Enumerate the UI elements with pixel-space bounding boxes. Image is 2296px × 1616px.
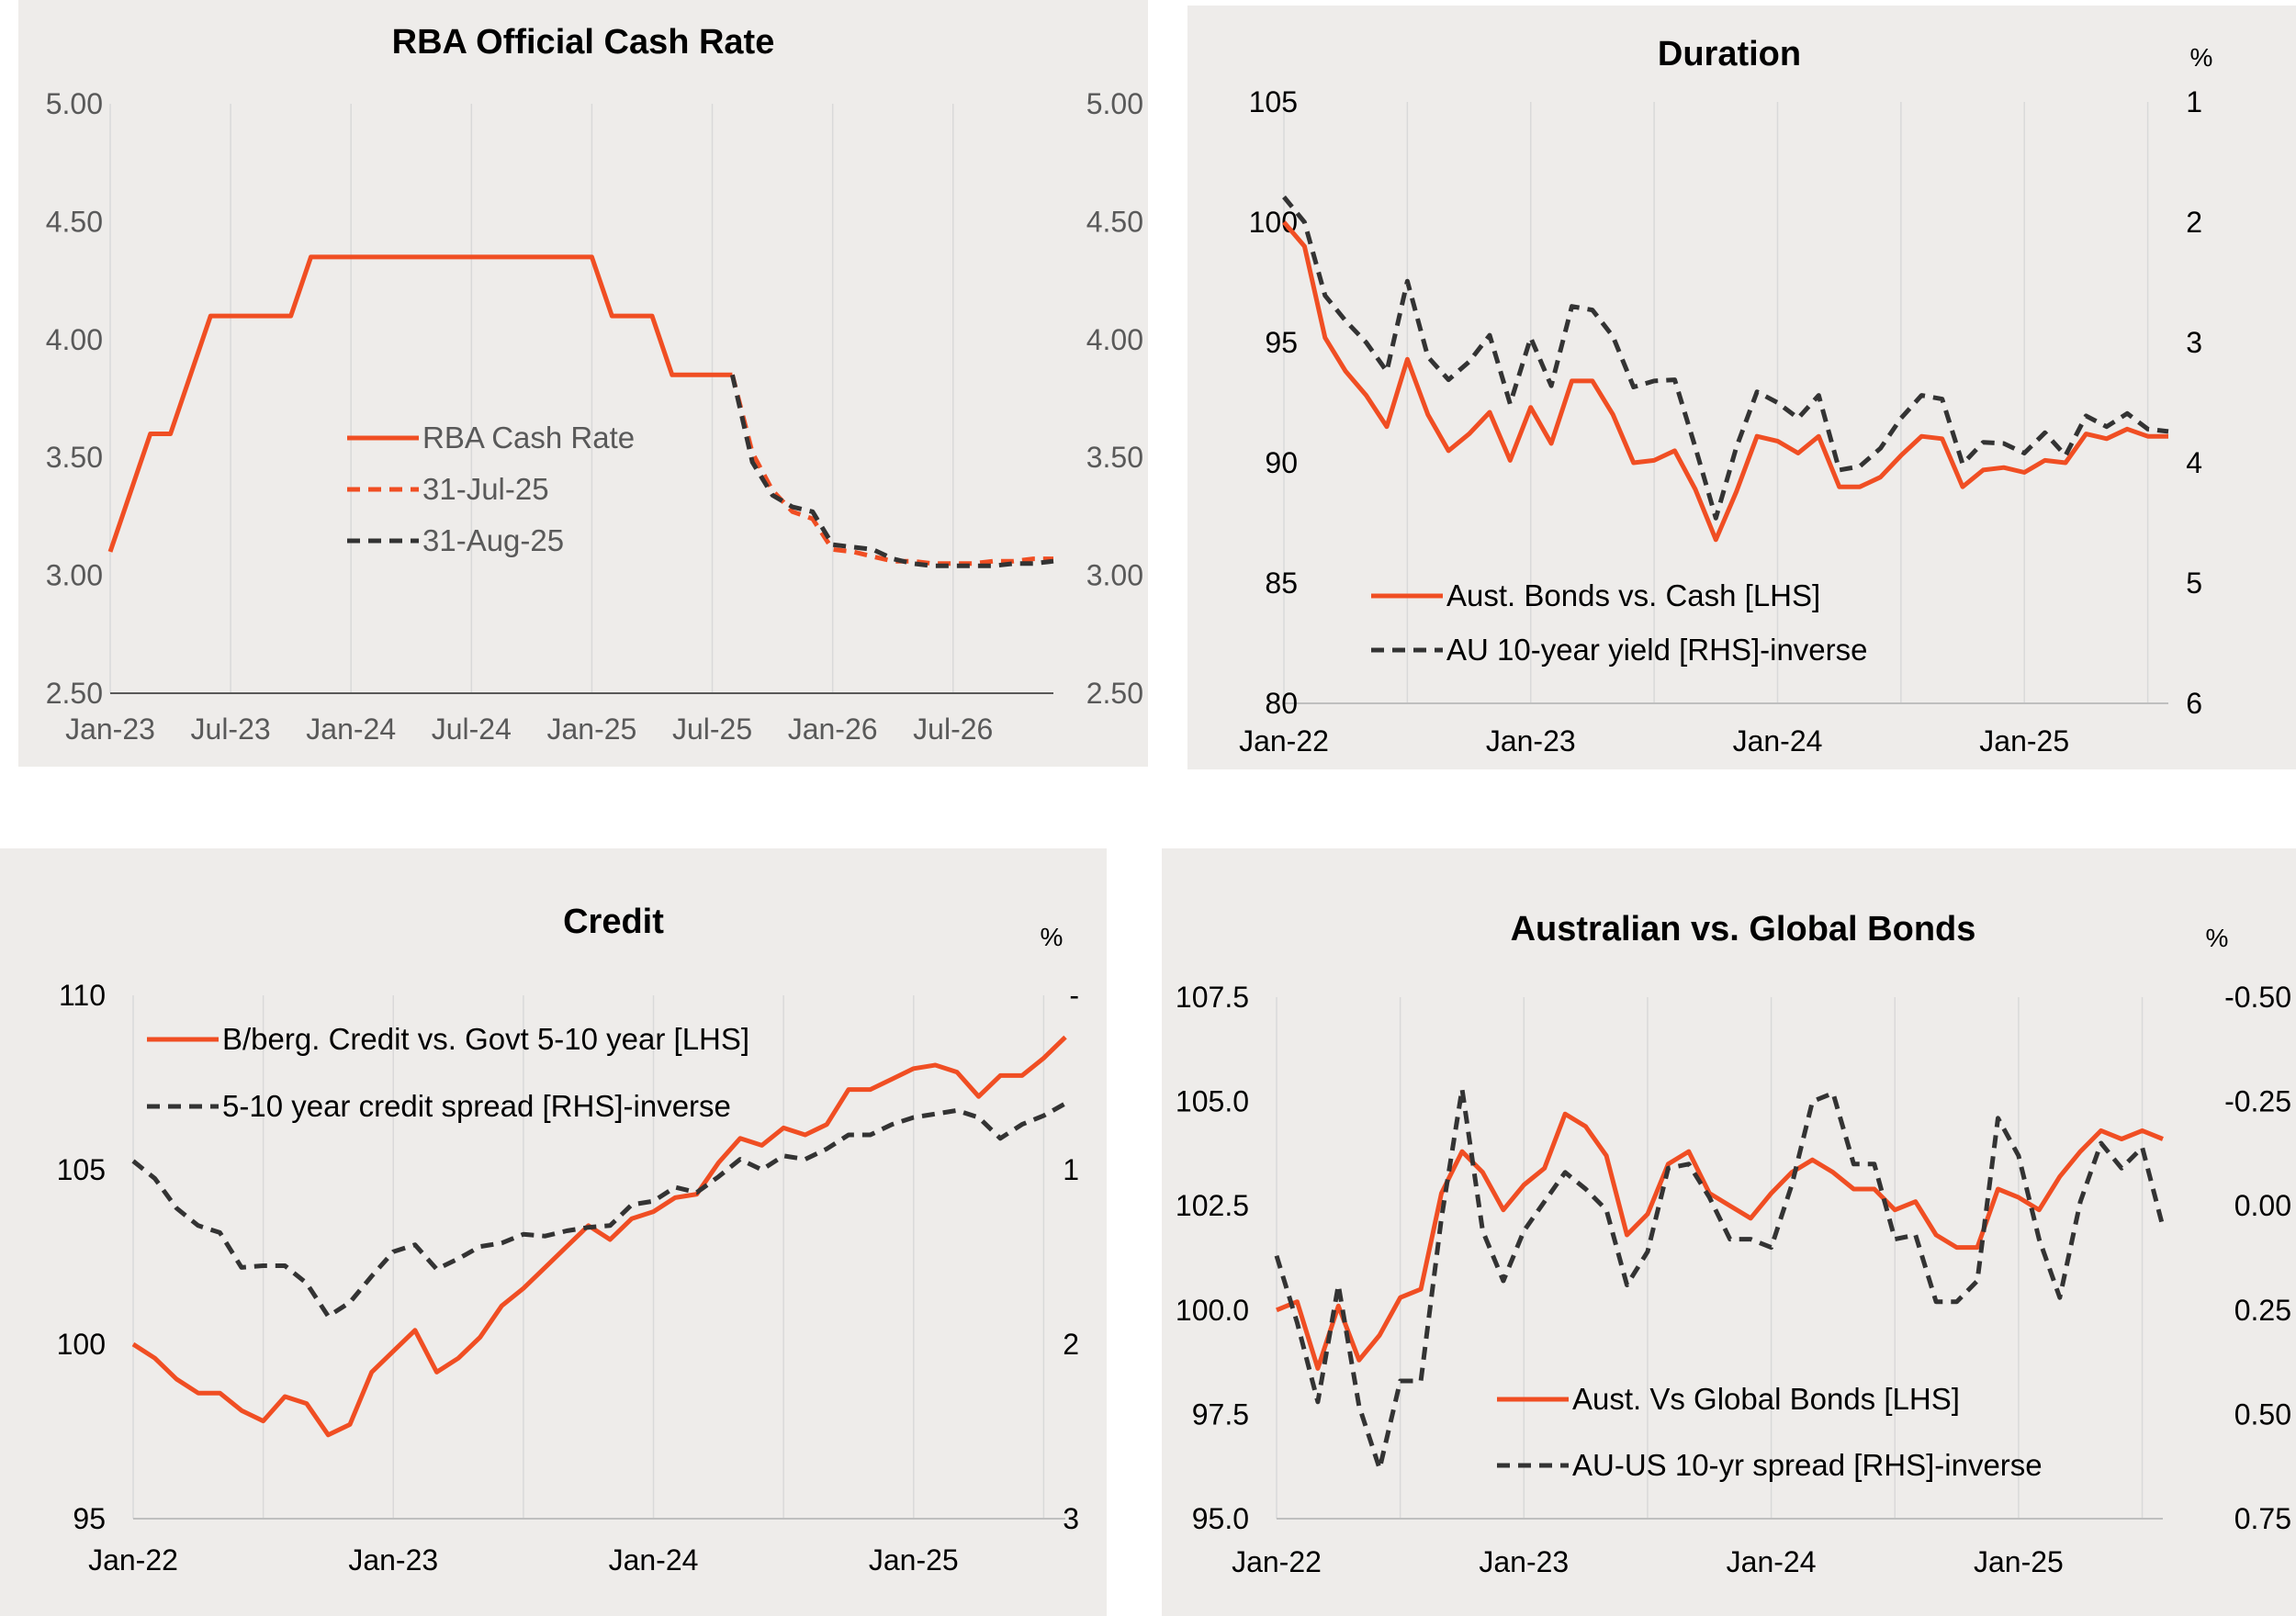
cash-rate-chart: RBA Official Cash Rate 5.00 4.50 4.00 3.50 3… (46, 23, 1143, 746)
x-axis-tick-label: Jan-25 (547, 713, 637, 746)
x-axis-tick-label: Jul-26 (913, 713, 993, 746)
legend-label: 5-10 year credit spread [RHS]-inverse (222, 1089, 731, 1123)
chart-title: Australian vs. Global Bonds (1511, 910, 1976, 948)
left-axis-tick-label: 4.00 (46, 323, 103, 356)
right-axis-tick-label: 0.50 (2234, 1397, 2291, 1431)
legend-label: Aust. Vs Global Bonds [LHS] (1572, 1382, 1960, 1416)
left-axis-tick-label: 107.5 (1176, 981, 1249, 1014)
right-axis-tick-label: 3 (2186, 326, 2202, 359)
x-axis-tick-label: Jan-25 (1979, 724, 2069, 758)
x-axis-tick-label: Jan-25 (869, 1543, 959, 1577)
legend-label: AU-US 10-yr spread [RHS]-inverse (1572, 1448, 2043, 1482)
x-axis-tick-label: Jan-24 (609, 1543, 699, 1577)
global-bonds-chart: Australian vs. Global Bonds % 107.5 105.0… (1176, 910, 2291, 1578)
x-axis-tick-label: Jan-23 (1486, 724, 1576, 758)
left-axis-tick-label: 90 (1265, 446, 1298, 479)
left-axis-tick-label: 100 (57, 1328, 106, 1361)
chart-panel-duration: Duration % 105 100 95 90 85 80 1 2 3 4 5 6 Jan-22 Jan… (1187, 6, 2296, 769)
chart-panel-cash-rate: RBA Official Cash Rate 5.00 4.50 4.00 3.50 3… (18, 0, 1148, 767)
left-axis-tick-label: 105 (57, 1153, 106, 1186)
x-axis-tick-label: Jan-25 (1974, 1545, 2064, 1578)
right-axis-tick-label: -0.25 (2224, 1085, 2291, 1118)
right-axis-tick-label: 5.00 (1086, 87, 1143, 120)
series-line-0 (1276, 1111, 2164, 1371)
right-axis-tick-label: 1 (2186, 85, 2202, 118)
right-axis-tick-label: 6 (2186, 687, 2202, 720)
right-axis-tick-label: 2 (1063, 1328, 1079, 1361)
series-line-0 (131, 1035, 1067, 1438)
series-line-1 (1282, 195, 2169, 521)
left-axis-tick-label: 5.00 (46, 87, 103, 120)
left-axis-tick-label: 97.5 (1192, 1397, 1249, 1431)
left-axis-tick-label: 102.5 (1176, 1189, 1249, 1222)
credit-chart: Credit % 110 105 100 95 - 1 2 3 Jan-22 Jan-23 Jan-… (57, 903, 1079, 1577)
x-axis-tick-label: Jul-25 (672, 713, 752, 746)
legend-label: 31-Jul-25 (422, 472, 549, 506)
right-axis-tick-label: 2.50 (1086, 677, 1143, 710)
left-axis-tick-label: 3.00 (46, 559, 103, 592)
x-axis-tick-label: Jan-24 (1727, 1545, 1817, 1578)
series-line-0 (1282, 220, 2168, 543)
left-axis-tick-label: 85 (1265, 567, 1298, 600)
series-line-0 (107, 254, 733, 553)
right-axis-tick-label: 3.50 (1086, 441, 1143, 474)
right-axis-tick-label: 3 (1063, 1502, 1079, 1535)
legend-label: B/berg. Credit vs. Govt 5-10 year [LHS] (222, 1022, 749, 1056)
left-axis-tick-label: 95 (73, 1502, 106, 1535)
x-axis-tick-label: Jan-26 (788, 713, 878, 746)
right-axis-unit: % (1041, 923, 1064, 951)
right-axis-tick-label: 0.25 (2234, 1294, 2291, 1327)
x-axis-tick-label: Jan-23 (348, 1543, 438, 1577)
right-axis-tick-label: 4 (2186, 446, 2202, 479)
right-axis-unit: % (2206, 924, 2229, 952)
series-line-1 (1274, 1086, 2166, 1471)
series-line-1 (131, 1101, 1067, 1319)
right-axis-tick-label: 4.00 (1086, 323, 1143, 356)
right-axis-tick-label: 4.50 (1086, 205, 1143, 238)
chart-title: RBA Official Cash Rate (392, 23, 775, 62)
left-axis-tick-label: 95 (1265, 326, 1298, 359)
x-axis-tick-label: Jan-24 (306, 713, 396, 746)
x-axis-tick-label: Jan-23 (65, 713, 155, 746)
x-axis-tick-label: Jul-24 (432, 713, 512, 746)
left-axis-tick-label: 4.50 (46, 205, 103, 238)
right-axis-tick-label: 5 (2186, 567, 2202, 600)
right-axis-unit: % (2190, 43, 2213, 72)
left-axis-tick-label: 100.0 (1176, 1294, 1249, 1327)
left-axis-tick-label: 105.0 (1176, 1085, 1249, 1118)
x-axis-tick-label: Jan-24 (1733, 724, 1823, 758)
x-axis-tick-label: Jan-23 (1479, 1545, 1569, 1578)
duration-chart: Duration % 105 100 95 90 85 80 1 2 3 4 5 6 Jan-22 Jan… (1239, 35, 2213, 758)
right-axis-tick-label: 0.00 (2234, 1189, 2291, 1222)
right-axis-tick-label: 1 (1063, 1153, 1079, 1186)
left-axis-tick-label: 110 (59, 979, 106, 1012)
chart-title: Duration (1658, 35, 1801, 73)
chart-panel-credit: Credit % 110 105 100 95 - 1 2 3 Jan-22 Jan-23 Jan-… (0, 848, 1107, 1616)
right-axis-tick-label: - (1069, 979, 1079, 1012)
left-axis-tick-label: 100 (1249, 206, 1298, 239)
chart-panel-global-bonds: Australian vs. Global Bonds % 107.5 105.0… (1162, 848, 2296, 1616)
series-line-2 (729, 374, 1054, 568)
chart-title: Credit (563, 903, 664, 941)
right-axis-tick-label: 2 (2186, 206, 2202, 239)
legend-label: AU 10-year yield [RHS]-inverse (1446, 633, 1868, 667)
left-axis-tick-label: 80 (1265, 687, 1298, 720)
legend-label: 31-Aug-25 (422, 523, 564, 557)
x-axis-tick-label: Jan-22 (1239, 724, 1329, 758)
x-axis-tick-label: Jan-22 (88, 1543, 178, 1577)
x-axis-tick-label: Jul-23 (191, 713, 271, 746)
right-axis-tick-label: 0.75 (2234, 1502, 2291, 1535)
legend-label: RBA Cash Rate (422, 421, 635, 454)
x-axis-tick-label: Jan-22 (1232, 1545, 1322, 1578)
left-axis-tick-label: 105 (1249, 85, 1298, 118)
legend-label: Aust. Bonds vs. Cash [LHS] (1446, 578, 1820, 612)
left-axis-tick-label: 3.50 (46, 441, 103, 474)
left-axis-tick-label: 2.50 (46, 677, 103, 710)
series-line-1 (729, 374, 1053, 567)
right-axis-tick-label: 3.00 (1086, 559, 1143, 592)
left-axis-tick-label: 95.0 (1192, 1502, 1249, 1535)
right-axis-tick-label: -0.50 (2224, 981, 2291, 1014)
